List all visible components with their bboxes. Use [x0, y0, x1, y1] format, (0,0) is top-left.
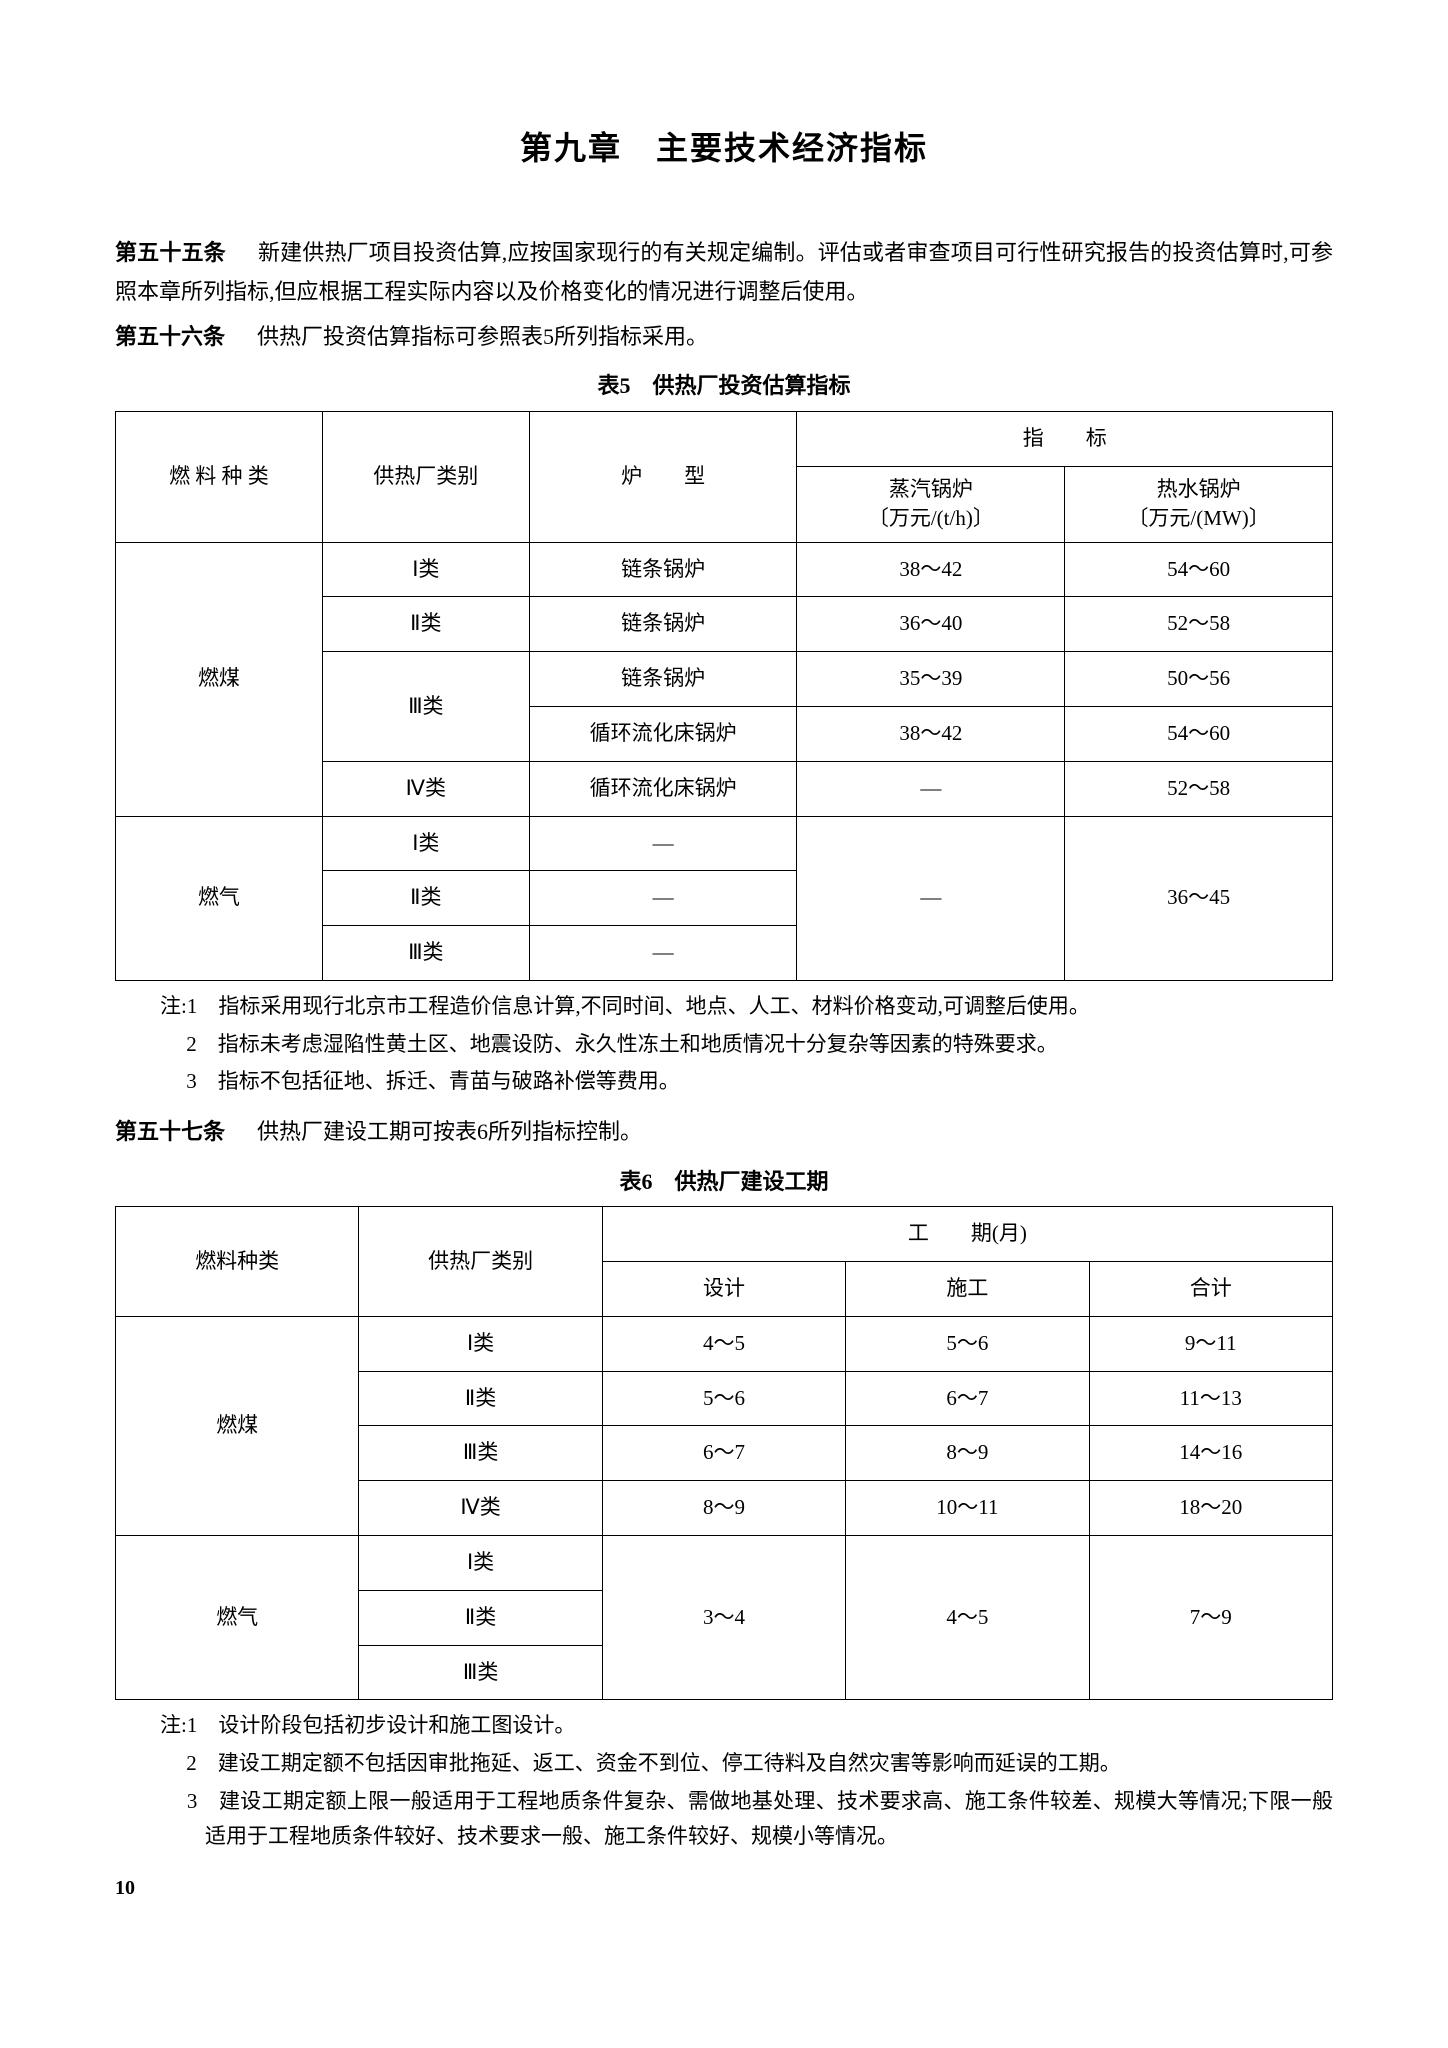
article-57-label: 第五十七条 [115, 1119, 225, 1144]
t6-h-total: 合计 [1089, 1261, 1332, 1316]
t6-note1: 注:1 设计阶段包括初步设计和施工图设计。 [160, 1708, 1333, 1744]
article-55-text: 新建供热厂项目投资估算,应按国家现行的有关规定编制。评估或者审查项目可行性研究报… [115, 240, 1333, 305]
t5-h-fuel: 燃 料 种 类 [116, 411, 323, 542]
t5-note1: 注:1 指标采用现行北京市工程造价信息计算,不同时间、地点、人工、材料价格变动,… [160, 989, 1333, 1025]
t5-note2: 2 指标未考虑湿陷性黄土区、地震设防、永久性冻土和地质情况十分复杂等因素的特殊要… [160, 1027, 1333, 1063]
table-row: 燃气 Ⅰ类 — — 36～45 [116, 816, 1333, 871]
table5: 燃 料 种 类 供热厂类别 炉 型 指 标 蒸汽锅炉〔万元/(t/h)〕 热水锅… [115, 411, 1333, 981]
t6-h-class: 供热厂类别 [359, 1207, 602, 1317]
table6: 燃料种类 供热厂类别 工 期(月) 设计 施工 合计 燃煤 Ⅰ类 4～5 5～6… [115, 1206, 1333, 1700]
t6-h-period: 工 期(月) [602, 1207, 1332, 1262]
article-57-text: 供热厂建设工期可按表6所列指标控制。 [235, 1119, 642, 1144]
table-row: 燃气 Ⅰ类 3～4 4～5 7～9 [116, 1535, 1333, 1590]
chapter-title: 第九章 主要技术经济指标 [115, 120, 1333, 178]
t5-note3: 3 指标不包括征地、拆迁、青苗与破路补偿等费用。 [160, 1064, 1333, 1100]
article-55-label: 第五十五条 [115, 240, 226, 265]
article-56: 第五十六条 供热厂投资估算指标可参照表5所列指标采用。 [115, 317, 1333, 357]
page-number: 10 [115, 1870, 1333, 1906]
t6-fuel-coal: 燃煤 [116, 1316, 359, 1535]
table5-caption: 表5 供热厂投资估算指标 [115, 366, 1333, 406]
article-55: 第五十五条 新建供热厂项目投资估算,应按国家现行的有关规定编制。评估或者审查项目… [115, 233, 1333, 312]
t5-h-boiler: 炉 型 [529, 411, 797, 542]
t5-fuel-coal: 燃煤 [116, 542, 323, 816]
article-56-text: 供热厂投资估算指标可参照表5所列指标采用。 [235, 324, 708, 349]
article-56-label: 第五十六条 [115, 324, 225, 349]
t5-h-indicator: 指 标 [797, 411, 1333, 466]
article-57: 第五十七条 供热厂建设工期可按表6所列指标控制。 [115, 1112, 1333, 1152]
t5-h-class: 供热厂类别 [322, 411, 529, 542]
t5-fuel-gas: 燃气 [116, 816, 323, 980]
table-row: 燃煤 Ⅰ类 4～5 5～6 9～11 [116, 1316, 1333, 1371]
t6-h-cons: 施工 [846, 1261, 1089, 1316]
t6-note2: 2 建设工期定额不包括因审批拖延、返工、资金不到位、停工待料及自然灾害等影响而延… [160, 1746, 1333, 1782]
table6-notes: 注:1 设计阶段包括初步设计和施工图设计。 2 建设工期定额不包括因审批拖延、返… [115, 1708, 1333, 1855]
t6-h-design: 设计 [602, 1261, 845, 1316]
table6-caption: 表6 供热厂建设工期 [115, 1162, 1333, 1202]
t5-h-hot: 热水锅炉〔万元/(MW)〕 [1065, 466, 1333, 542]
t5-h-steam: 蒸汽锅炉〔万元/(t/h)〕 [797, 466, 1065, 542]
t6-h-fuel: 燃料种类 [116, 1207, 359, 1317]
table-row: 燃煤 Ⅰ类 链条锅炉 38～42 54～60 [116, 542, 1333, 597]
table5-notes: 注:1 指标采用现行北京市工程造价信息计算,不同时间、地点、人工、材料价格变动,… [115, 989, 1333, 1100]
t6-fuel-gas: 燃气 [116, 1535, 359, 1699]
t6-note3: 3 建设工期定额上限一般适用于工程地质条件复杂、需做地基处理、技术要求高、施工条… [160, 1784, 1333, 1855]
